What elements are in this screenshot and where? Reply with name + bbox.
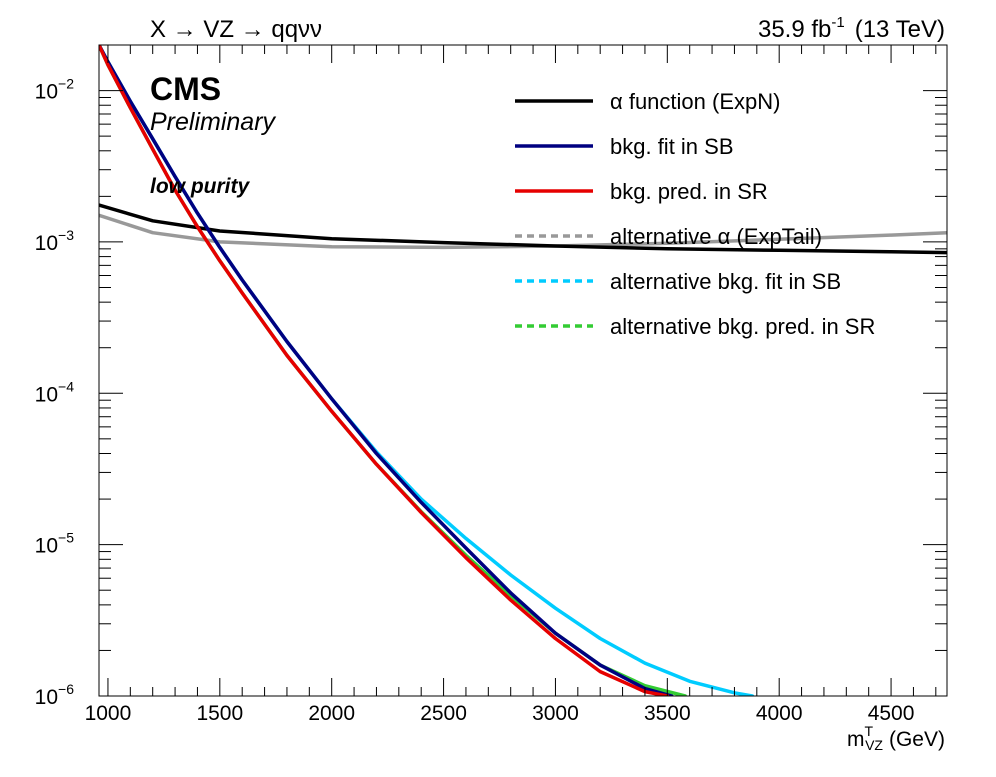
series-line-alternative-bkg-pred-in-sr [99, 45, 687, 696]
y-tick-label: 10−4 [35, 378, 75, 406]
x-tick-label: 3500 [644, 702, 691, 725]
series-line-bkg-fit-in-sb [99, 45, 674, 696]
cms-label: CMS [150, 71, 221, 107]
y-tick-label: 10−6 [35, 681, 75, 709]
series-line-function-expn [99, 203, 947, 255]
y-tick-label: 10−5 [35, 530, 75, 558]
preliminary-label: Preliminary [150, 108, 277, 136]
x-tick-label: 3000 [532, 702, 579, 725]
x-axis-title: mT VZ (GeV) [847, 723, 945, 753]
x-axis-unit: (GeV) [889, 728, 945, 751]
legend-label-alternative-bkg-pred-in-sr: alternative bkg. pred. in SR [610, 314, 875, 339]
plot-frame [98, 44, 948, 697]
y-tick-label: 10−3 [35, 227, 75, 255]
axis-ticks: 1000 1500 2000 2500 3000 3500 4000 4500 10−6 10−5… [35, 44, 947, 725]
x-tick-label: 2500 [420, 702, 467, 725]
x-tick-label: 1500 [196, 702, 243, 725]
x-axis-sub: VZ [865, 737, 883, 753]
y-tick-label: 10−2 [35, 76, 75, 104]
energy-label: (13 TeV) [855, 16, 945, 43]
luminosity-label: 35.9 fb-1 (13 TeV) [758, 14, 945, 43]
lumi-exponent: -1 [831, 14, 844, 31]
process-label: X → VZ → qqνν [150, 16, 322, 43]
x-tick-label: 4500 [868, 702, 915, 725]
x-tick-label: 2000 [308, 702, 355, 725]
x-axis-var: m [847, 728, 865, 751]
legend-label-alternative-bkg-fit-in-sb: alternative bkg. fit in SB [610, 269, 841, 294]
lumi-value: 35.9 fb [758, 16, 831, 43]
series-line-alternative-exptail [99, 213, 947, 250]
legend-label-bkg-fit-in-sb: bkg. fit in SB [610, 134, 734, 159]
legend: α function (ExpN) bkg. fit in SB bkg. pred… [515, 89, 875, 339]
curves-layer [99, 45, 947, 696]
legend-label-function-expn: α function (ExpN) [610, 89, 780, 114]
x-tick-label: 4000 [756, 702, 803, 725]
category-label: low purity [150, 175, 250, 198]
legend-label-alternative-exptail: alternative α (ExpTail) [610, 224, 822, 249]
x-tick-label: 1000 [85, 702, 132, 725]
x-axis-sup: T [865, 723, 874, 739]
legend-label-bkg-pred-in-sr: bkg. pred. in SR [610, 179, 768, 204]
series-line-bkg-pred-in-sr [99, 45, 670, 696]
